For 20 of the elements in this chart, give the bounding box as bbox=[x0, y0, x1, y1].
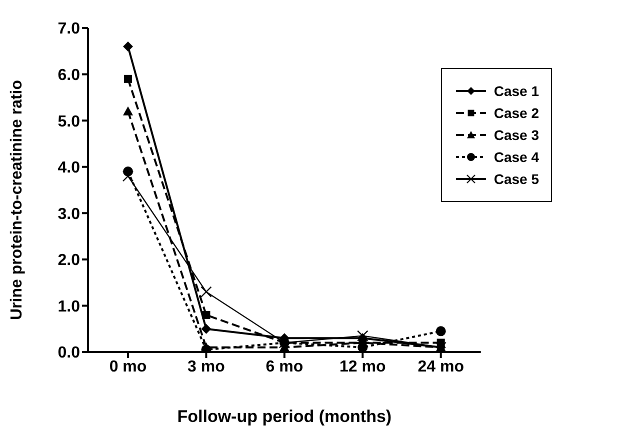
y-tick-label: 1.0 bbox=[58, 298, 80, 316]
y-tick-label: 4.0 bbox=[58, 160, 80, 177]
legend-label: Case 3 bbox=[494, 127, 539, 143]
legend-label: Case 4 bbox=[494, 149, 539, 165]
x-tick-label: 6 mo bbox=[266, 358, 304, 376]
y-tick-label: 2.0 bbox=[58, 252, 80, 270]
y-axis-title: Urine protein-to-creatinine ratio bbox=[8, 80, 26, 320]
x-tick-label: 12 mo bbox=[340, 358, 386, 376]
y-tick-label: 3.0 bbox=[58, 206, 80, 223]
legend-label: Case 2 bbox=[494, 105, 539, 121]
x-axis-title: Follow-up period (months) bbox=[177, 407, 392, 426]
x-tick-label: 0 mo bbox=[109, 358, 147, 376]
y-tick-label: 5.0 bbox=[58, 113, 80, 130]
legend-label: Case 1 bbox=[494, 83, 539, 99]
x-tick-label: 24 mo bbox=[418, 358, 464, 376]
y-tick-label: 0.0 bbox=[58, 344, 80, 362]
y-tick-label: 6.0 bbox=[58, 66, 80, 84]
y-tick-label: 7.0 bbox=[58, 20, 80, 38]
x-tick-label: 3 mo bbox=[188, 358, 226, 376]
legend-label: Case 5 bbox=[494, 171, 539, 187]
